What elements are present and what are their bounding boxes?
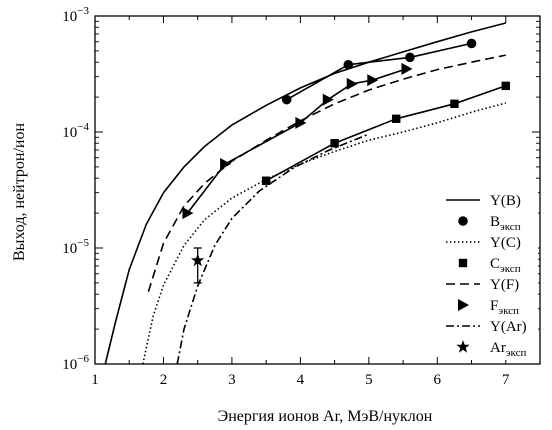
legend-entry: Y(F) — [446, 277, 519, 293]
marker-f-0 — [182, 207, 194, 220]
marker-ar-0 — [191, 253, 205, 267]
x-tick-label: 1 — [91, 372, 99, 388]
legend-swatch-star — [456, 340, 470, 353]
legend-label: Fэксп — [490, 298, 519, 317]
y-tick-label: 10−3 — [62, 5, 89, 25]
plot-frame — [94, 15, 541, 365]
y-axis-label: Выход, нейтрон/ион — [11, 123, 28, 261]
marker-b-1 — [343, 59, 354, 70]
y-tick-label: 10−5 — [62, 237, 89, 257]
x-axis-label: Энергия ионов Ar, МэВ/нуклон — [218, 408, 433, 425]
x-tick-label: 3 — [228, 372, 236, 388]
legend-label: Y(C) — [490, 235, 521, 251]
y-tick-label: 10−4 — [62, 121, 89, 141]
marker-c-4 — [501, 81, 510, 91]
marker-f-6 — [401, 62, 413, 75]
marker-f-5 — [367, 74, 379, 87]
x-tick-label: 7 — [502, 372, 510, 388]
legend-label: Y(F) — [490, 277, 519, 293]
marker-f-3 — [322, 93, 334, 106]
legend-entry: Y(C) — [446, 235, 521, 251]
marker-c-1 — [330, 139, 339, 148]
marker-c-3 — [450, 99, 459, 109]
legend-swatch-circle — [458, 216, 468, 226]
x-tick-label: 4 — [297, 372, 305, 388]
marker-f-1 — [220, 157, 232, 170]
legend-swatch-square — [458, 258, 468, 268]
curve-yc — [142, 102, 507, 364]
legend-entry: Bэксп — [458, 214, 521, 233]
connector-line-0 — [286, 42, 472, 101]
y-tick-label: 10−6 — [62, 353, 89, 373]
marker-c-2 — [392, 114, 401, 123]
marker-b-0 — [281, 94, 292, 105]
curve-yar — [176, 133, 370, 364]
legend-entry: Arэксп — [456, 340, 527, 359]
x-tick-label: 6 — [434, 372, 442, 388]
legend-label: Y(B) — [490, 193, 521, 209]
axes: 1 2 3 4 5 6 7 10−6 10−5 10−4 10−3 — [62, 5, 541, 388]
connector-line-1 — [265, 85, 507, 182]
curve-yb — [104, 22, 507, 364]
x-tick-label: 5 — [365, 372, 373, 388]
legend-entry: Y(Ar) — [446, 319, 527, 335]
legend-entry: Y(B) — [446, 193, 521, 209]
x-tick-label: 2 — [160, 372, 168, 388]
legend-label: Bэксп — [490, 214, 521, 233]
marker-c-0 — [261, 176, 271, 185]
marker-f-2 — [295, 116, 307, 129]
legend-entry: Fэксп — [458, 298, 519, 317]
marker-b-2 — [405, 52, 415, 63]
legend-label: Y(Ar) — [490, 319, 527, 335]
legend-swatch-triangle-right — [458, 299, 469, 311]
legend-background — [438, 188, 538, 360]
legend-label: Cэксп — [490, 256, 521, 275]
marker-f-4 — [346, 77, 358, 90]
plot-area — [104, 22, 510, 364]
marker-b-3 — [466, 38, 477, 49]
legend: Y(B) Bэксп Y(C) Cэксп Y(F) Fэксп Y(Ar) Arэксп — [438, 188, 538, 360]
legend-entry: Cэксп — [458, 256, 521, 275]
legend-label: Arэксп — [490, 340, 527, 359]
